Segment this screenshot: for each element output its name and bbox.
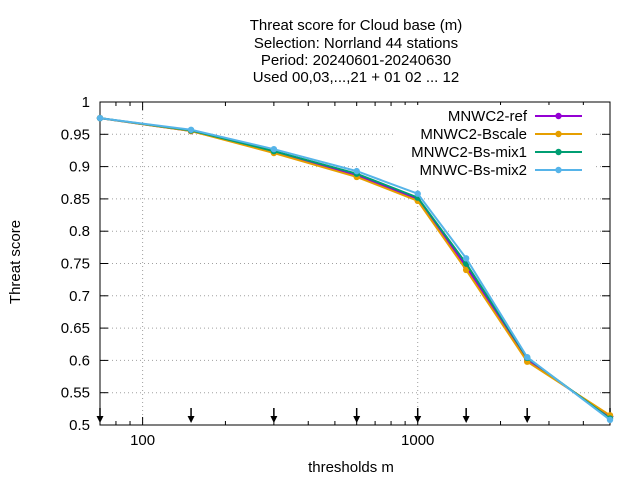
data-point [523, 353, 531, 361]
y-tick-label: 0.55 [61, 385, 90, 402]
data-point [187, 126, 195, 133]
y-tick-label: 0.9 [69, 159, 90, 176]
legend-background [395, 105, 595, 181]
data-point [270, 145, 278, 153]
legend-label: MNWC2-ref [448, 108, 528, 125]
legend-swatch-point [555, 112, 562, 120]
threshold-marker-arrow [523, 416, 531, 423]
data-point [414, 190, 421, 197]
threshold-marker-arrow [353, 416, 361, 423]
threshold-marker-arrow [414, 416, 422, 423]
threshold-marker-arrow [462, 416, 470, 423]
data-point [96, 114, 104, 122]
threshold-markers [96, 408, 614, 423]
threshold-marker-arrow [270, 416, 278, 423]
legend-swatch-point [555, 166, 562, 174]
tick-labels: 0.5 0.55 0.6 0.65 0.7 0.75 0.8 0.85 0.9 0.95 1 100 1… [61, 94, 435, 449]
legend: MNWC2-refMNWC2-BscaleMNWC2-Bs-mix1MNWC-B… [395, 105, 595, 181]
y-tick-label: 0.65 [61, 320, 90, 337]
legend-label: MNWC2-Bscale [420, 126, 527, 143]
y-tick-label: 0.85 [61, 191, 90, 208]
y-tick-label: 0.75 [61, 256, 90, 273]
y-axis-title: Threat score [7, 220, 24, 304]
plot-frame [99, 101, 611, 426]
y-tick-label: 0.5 [69, 417, 90, 434]
legend-label: MNWC2-Bs-mix1 [411, 144, 527, 161]
title-line-3: Period: 20240601-20240630 [261, 52, 451, 69]
title-line-1: Threat score for Cloud base (m) [250, 17, 463, 34]
y-tick-label: 0.8 [69, 223, 90, 240]
series-lines [96, 114, 614, 424]
chart-title: Threat score for Cloud base (m) Selectio… [250, 17, 463, 86]
y-tick-label: 0.7 [69, 288, 90, 305]
data-point [462, 255, 470, 262]
threshold-marker-arrow [96, 416, 104, 423]
data-point [462, 266, 470, 274]
y-tick-label: 1 [82, 94, 90, 111]
series-line-3 [99, 117, 611, 421]
title-line-2: Selection: Norrland 44 stations [254, 35, 458, 52]
x-tick-label: 100 [130, 432, 155, 449]
y-tick-label: 0.6 [69, 352, 90, 369]
x-tick-label: 1000 [401, 432, 434, 449]
data-point [353, 167, 360, 175]
legend-label: MNWC-Bs-mix2 [420, 162, 527, 179]
title-line-4: Used 00,03,...,21 + 01 02 ... 12 [253, 69, 459, 86]
y-tick-label: 0.95 [61, 126, 90, 143]
legend-swatch-point [555, 148, 562, 156]
axes [99, 101, 611, 426]
x-axis-title: thresholds m [308, 459, 394, 476]
data-point [606, 416, 614, 424]
legend-swatch-point [555, 130, 562, 138]
threshold-marker-arrow [187, 416, 195, 423]
